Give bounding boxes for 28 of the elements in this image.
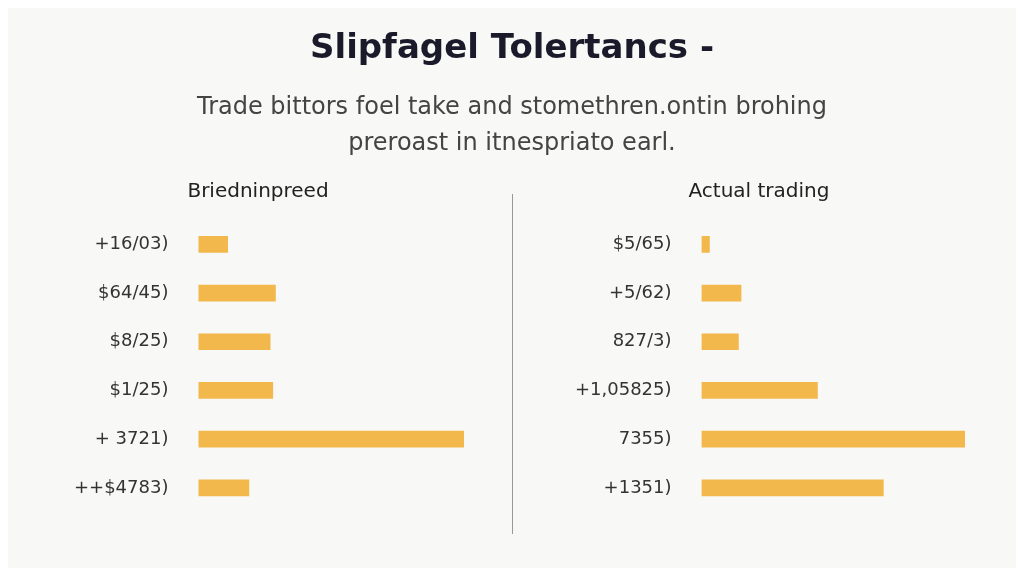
bar [197,382,273,399]
y-tick-label: +1351) [603,475,672,497]
chart-title: Briedninpreed [186,178,329,203]
bar [197,479,249,497]
bar [197,333,270,351]
bar [701,236,710,253]
bar [197,236,228,253]
y-tick-label: +5/62) [608,280,672,302]
y-tick-label: +1,05825) [574,378,672,400]
bar [701,284,741,302]
bar [701,479,884,497]
y-tick-label: $1/25) [109,378,168,400]
y-tick-label: $64/45) [97,280,168,302]
bar [701,430,965,448]
y-tick-label: 7355) [618,426,672,448]
chart-title: Actual trading [688,178,829,203]
y-tick-label: $8/25) [109,329,168,351]
bar [197,430,464,448]
y-tick-label: ++$4783) [73,475,168,497]
bar [701,382,818,399]
text: Slipfagel Tolertancs - [309,26,715,66]
bar [701,333,739,351]
y-tick-label: $5/65) [612,232,672,254]
y-tick-label: 827/3) [612,329,672,351]
text: Trade bittors foel take and stomethren.ontin brohing preroast in itnespriato earl. [196,91,828,158]
y-tick-label: + 3721) [94,426,168,448]
bar [197,284,276,302]
y-tick-label: +16/03) [93,232,168,254]
